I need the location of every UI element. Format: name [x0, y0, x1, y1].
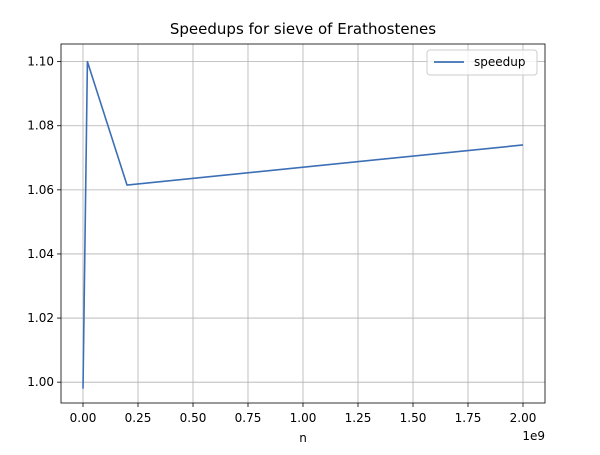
x-tick-label: 0.50 — [180, 411, 207, 425]
x-tick-label: 1.25 — [345, 411, 372, 425]
legend-box — [426, 49, 538, 76]
x-tick-label: 0.00 — [70, 411, 97, 425]
x-tick-label: 2.00 — [510, 411, 537, 425]
x-tick-label: 0.25 — [125, 411, 152, 425]
legend-label-speedup: speedup — [474, 55, 525, 69]
x-tick-label: 1.00 — [290, 411, 317, 425]
chart-title: Speedups for sieve of Erathostenes — [170, 20, 436, 38]
y-tick-label: 1.08 — [27, 119, 54, 133]
x-tick-label: 0.75 — [235, 411, 262, 425]
x-tick-label: 1.75 — [455, 411, 482, 425]
series-line-speedup — [82, 60, 524, 389]
x-axis-offset-label: 1e9 — [522, 429, 545, 443]
legend: speedup — [426, 49, 538, 76]
grid-lines — [61, 44, 545, 403]
axis-ticks: 0.00 0.25 0.50 0.75 1.00 1.25 1.50 1.75 2.00 1.00… — [27, 55, 536, 425]
y-tick-label: 1.10 — [27, 55, 54, 69]
y-tick-label: 1.02 — [27, 311, 54, 325]
y-tick-label: 1.06 — [27, 183, 54, 197]
x-tick-label: 1.50 — [400, 411, 427, 425]
series-lines — [82, 60, 524, 389]
y-tick-label: 1.04 — [27, 247, 54, 261]
x-axis-label: n — [299, 431, 307, 445]
y-tick-label: 1.00 — [27, 375, 54, 389]
